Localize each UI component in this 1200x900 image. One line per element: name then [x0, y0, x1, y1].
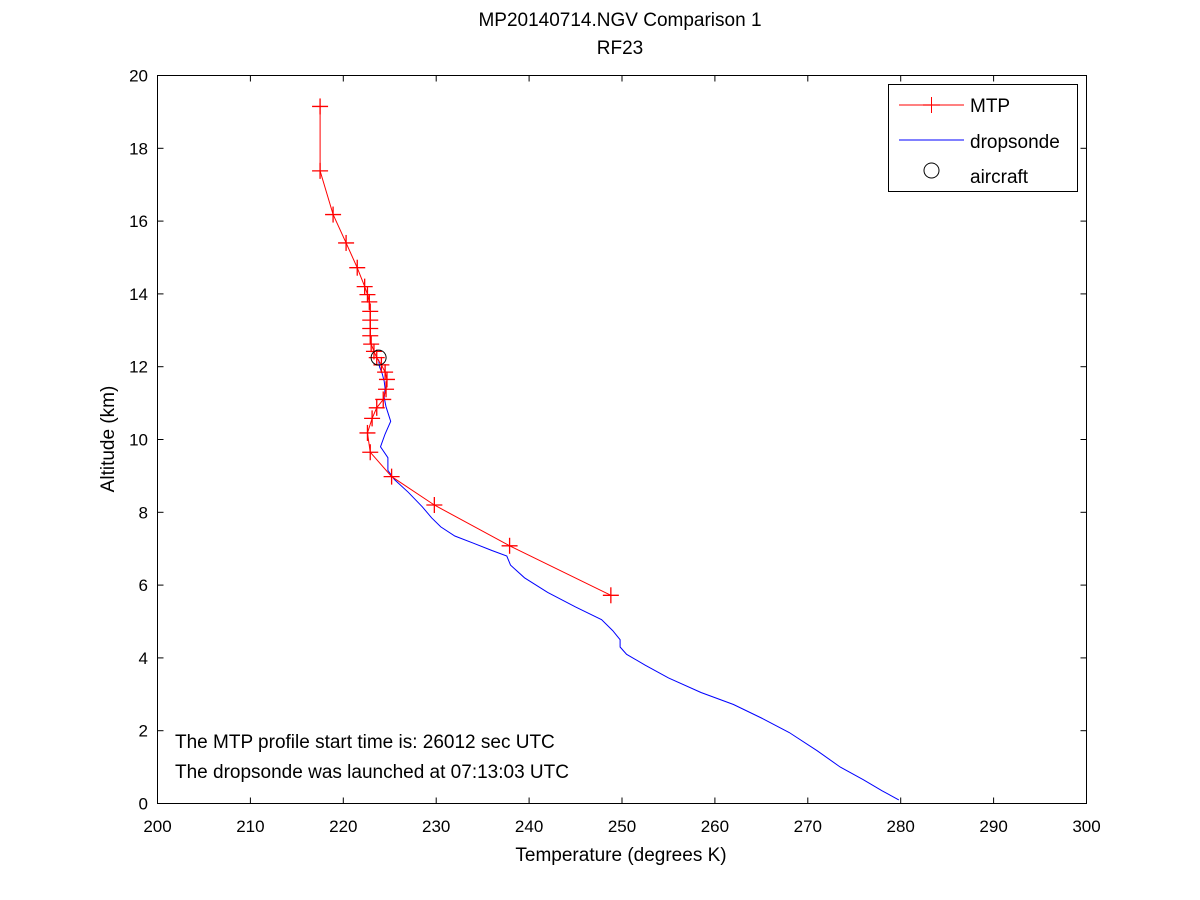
mtp-data-point	[364, 410, 381, 427]
x-tick-label: 300	[1072, 817, 1100, 836]
mtp-data-point	[368, 399, 385, 416]
mtp-data-point	[383, 468, 400, 485]
mtp-data-point	[426, 497, 443, 514]
y-tick-label: 18	[129, 139, 148, 158]
legend-aircraft-swatch	[923, 162, 940, 179]
mtp-data-point	[312, 162, 329, 179]
legend: MTP dropsonde aircraft	[888, 84, 1078, 192]
x-tick-label: 230	[422, 817, 450, 836]
legend-dropsonde-label: dropsonde	[970, 132, 1060, 153]
dropsonde-series-line	[378, 359, 900, 801]
y-tick-label: 10	[129, 431, 148, 450]
mtp-data-point	[362, 303, 379, 320]
mtp-series-line	[319, 106, 612, 596]
x-tick-label: 270	[794, 817, 822, 836]
mtp-data-point	[378, 371, 395, 388]
y-axis-label: Altitude (km)	[98, 386, 119, 493]
mtp-data-point	[361, 293, 378, 310]
legend-mtp-swatch	[899, 97, 964, 113]
mtp-data-point	[356, 278, 373, 295]
chart-subtitle: RF23	[597, 38, 643, 59]
x-tick-label: 200	[143, 817, 171, 836]
mtp-data-point	[602, 587, 619, 604]
mtp-data-point	[325, 206, 342, 223]
x-axis-ticks: 200 210 220 230 240 250 260 270 280 290 300	[143, 75, 1101, 836]
legend-box	[888, 84, 1078, 192]
mtp-data-point	[363, 336, 380, 353]
mtp-data-point	[338, 234, 355, 251]
y-tick-label: 12	[129, 358, 148, 377]
annotation-mtp-start: The MTP profile start time is: 26012 sec…	[175, 732, 555, 753]
x-tick-label: 260	[701, 817, 729, 836]
mtp-data-point	[378, 381, 395, 398]
y-tick-label: 8	[139, 503, 148, 522]
x-tick-label: 250	[608, 817, 636, 836]
mtp-data-point	[362, 444, 379, 461]
mtp-data-point	[375, 391, 392, 408]
mtp-data-point	[359, 286, 376, 303]
plot-area	[312, 98, 900, 801]
y-tick-label: 20	[129, 67, 148, 86]
x-tick-label: 290	[979, 817, 1007, 836]
y-tick-label: 0	[139, 795, 148, 814]
mtp-data-point	[501, 537, 518, 554]
chart-title: MP20140714.NGV Comparison 1	[478, 10, 761, 31]
annotation-dropsonde-launch: The dropsonde was launched at 07:13:03 U…	[175, 762, 569, 783]
axes-box	[157, 75, 1087, 804]
legend-aircraft-label: aircraft	[970, 167, 1029, 188]
y-axis-ticks: 0 2 4 6 8 10 12 14 16 18 20	[129, 67, 1087, 814]
y-tick-label: 2	[139, 722, 148, 741]
y-tick-label: 14	[129, 285, 148, 304]
x-tick-label: 210	[236, 817, 264, 836]
x-tick-label: 240	[515, 817, 543, 836]
mtp-data-point	[359, 424, 376, 441]
y-tick-label: 4	[139, 649, 148, 668]
mtp-data-point	[312, 98, 329, 115]
y-tick-label: 16	[129, 212, 148, 231]
mtp-data-point	[377, 364, 394, 381]
aircraft-marker	[370, 349, 387, 366]
x-tick-label: 220	[329, 817, 357, 836]
y-tick-label: 6	[139, 576, 148, 595]
x-tick-label: 280	[887, 817, 915, 836]
legend-mtp-label: MTP	[970, 96, 1010, 117]
x-axis-label: Temperature (degrees K)	[515, 845, 726, 866]
mtp-data-point	[349, 259, 366, 276]
